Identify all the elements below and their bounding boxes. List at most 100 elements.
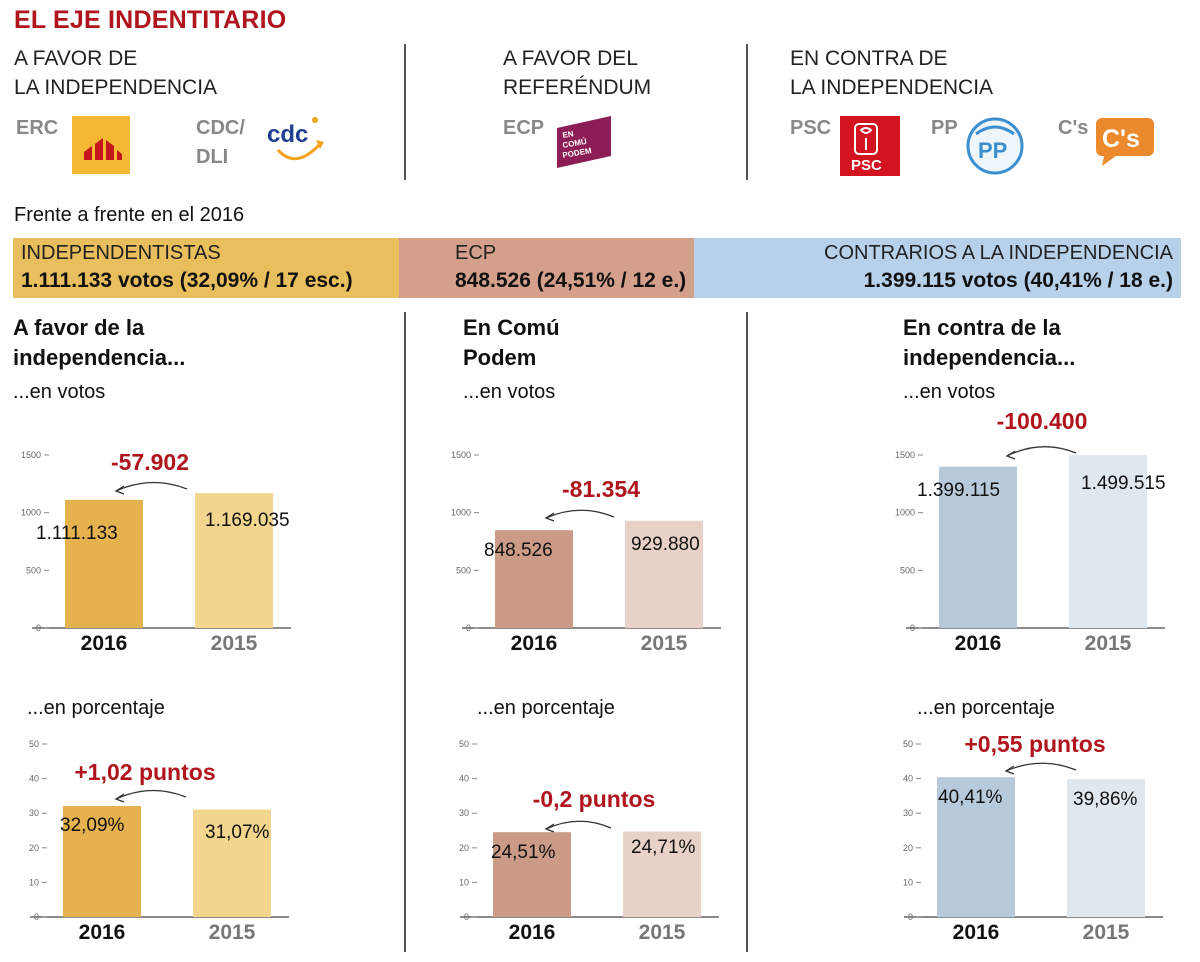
y-tick-label: 10 bbox=[903, 877, 913, 887]
change-arrow bbox=[1005, 762, 1077, 772]
column-header-line2: independencia... bbox=[13, 345, 186, 370]
band-value: 1.111.133 votos (32,09% / 17 esc.) bbox=[21, 269, 353, 292]
data-label: 39,86% bbox=[1073, 789, 1138, 810]
y-tick-label: 10 bbox=[459, 877, 469, 887]
change-annotation: -0,2 puntos bbox=[533, 786, 656, 812]
data-label: 40,41% bbox=[938, 787, 1003, 808]
bar-2016 bbox=[495, 530, 573, 628]
votes-sublabel: ...en votos bbox=[463, 381, 556, 403]
change-arrow-head bbox=[544, 512, 555, 522]
cdc-logo-text: cdc bbox=[267, 121, 308, 148]
group-header-line2: LA INDEPENDENCIA bbox=[14, 76, 218, 99]
change-arrow bbox=[115, 789, 187, 800]
y-tick-label: 0 bbox=[34, 912, 39, 922]
change-arrow bbox=[1006, 446, 1077, 457]
bar-2016 bbox=[65, 499, 143, 628]
y-tick-label: 50 bbox=[29, 739, 39, 749]
party-label-cdc: CDC/ DLI bbox=[196, 114, 245, 172]
votes-sublabel: ...en votos bbox=[13, 381, 106, 403]
y-tick-label: 30 bbox=[459, 808, 469, 818]
y-tick-label: 1500 bbox=[21, 450, 41, 460]
x-tick-label: 2015 bbox=[1085, 632, 1132, 655]
summary-band-ecp: ECP 848.526 (24,51% / 12 e.) bbox=[399, 238, 694, 298]
band-label: CONTRARIOS A LA INDEPENDENCIA bbox=[824, 242, 1173, 264]
y-tick-label: 40 bbox=[29, 774, 39, 784]
votes-sublabel: ...en votos bbox=[903, 381, 996, 403]
erc-logo-icon bbox=[72, 116, 130, 174]
ecp-logo-icon: EN COMÚ PODEM bbox=[557, 116, 611, 168]
column-header-ecp: En Comú Podem bbox=[463, 313, 560, 373]
y-tick-label: 500 bbox=[26, 565, 41, 575]
bar-2016 bbox=[937, 777, 1015, 917]
y-tick-label: 1000 bbox=[21, 508, 41, 518]
data-label: 1.111.133 bbox=[36, 523, 118, 544]
bar-2016 bbox=[493, 832, 571, 917]
data-label: 24,71% bbox=[631, 837, 696, 858]
y-tick-label: 20 bbox=[459, 843, 469, 853]
data-label: 24,51% bbox=[491, 842, 556, 863]
cs-logo-text: C's bbox=[1102, 125, 1140, 153]
x-tick-label: 2016 bbox=[955, 632, 1002, 655]
party-label-pp: PP bbox=[931, 117, 958, 139]
band-value: 1.399.115 votos (40,41% / 18 e.) bbox=[863, 269, 1173, 292]
percent-sublabel: ...en porcentaje bbox=[917, 697, 1055, 719]
psc-logo-text: PSC bbox=[851, 157, 882, 174]
column-header-line1: En Comú bbox=[463, 315, 560, 340]
change-annotation: +1,02 puntos bbox=[74, 759, 215, 785]
group-header-line2: REFERÉNDUM bbox=[503, 76, 652, 99]
y-tick-label: 20 bbox=[29, 843, 39, 853]
bar-2015 bbox=[1069, 455, 1147, 628]
bar-2015 bbox=[1067, 779, 1145, 917]
change-annotation: +0,55 puntos bbox=[964, 731, 1105, 757]
x-tick-label: 2015 bbox=[211, 632, 258, 655]
change-arrow-head bbox=[114, 793, 125, 803]
y-tick-label: 0 bbox=[36, 623, 41, 633]
band-label: ECP bbox=[455, 242, 497, 264]
column-divider bbox=[404, 44, 406, 180]
party-label-cdc-line1: CDC/ bbox=[196, 117, 245, 139]
y-tick-label: 500 bbox=[900, 565, 915, 575]
column-header-line2: Podem bbox=[463, 345, 537, 370]
data-label: 929.880 bbox=[631, 534, 700, 555]
y-tick-label: 40 bbox=[459, 774, 469, 784]
data-label: 1.399.115 bbox=[917, 480, 1000, 501]
bar-2015 bbox=[195, 493, 273, 628]
group-header-line1: A FAVOR DEL bbox=[503, 47, 638, 70]
summary-band-independentistas: INDEPENDENTISTAS 1.111.133 votos (32,09%… bbox=[13, 238, 399, 298]
data-label: 848.526 bbox=[484, 540, 553, 561]
bar-2015 bbox=[623, 831, 701, 917]
x-tick-label: 2015 bbox=[1083, 921, 1130, 944]
change-arrow bbox=[545, 820, 612, 830]
data-label: 31,07% bbox=[205, 822, 270, 843]
group-header-pro-independence: A FAVOR DE LA INDEPENDENCIA bbox=[14, 44, 217, 102]
column-header-pro: A favor de la independencia... bbox=[13, 313, 185, 373]
y-tick-label: 30 bbox=[903, 808, 913, 818]
bar-2015 bbox=[625, 520, 703, 628]
y-tick-label: 1500 bbox=[451, 450, 471, 460]
x-tick-label: 2015 bbox=[641, 632, 688, 655]
group-header-line1: EN CONTRA DE bbox=[790, 47, 948, 70]
group-header-anti-independence: EN CONTRA DE LA INDEPENDENCIA bbox=[790, 44, 993, 102]
y-tick-label: 50 bbox=[459, 739, 469, 749]
x-tick-label: 2016 bbox=[79, 921, 126, 944]
percent-sublabel: ...en porcentaje bbox=[477, 697, 615, 719]
page-title: EL EJE INDENTITARIO bbox=[14, 6, 287, 34]
y-tick-label: 500 bbox=[456, 565, 471, 575]
column-header-line1: En contra de la bbox=[903, 315, 1061, 340]
bar-2016 bbox=[939, 466, 1017, 628]
percent-sublabel: ...en porcentaje bbox=[27, 697, 165, 719]
change-annotation: -100.400 bbox=[997, 408, 1088, 434]
column-divider bbox=[404, 312, 406, 952]
x-tick-label: 2016 bbox=[953, 921, 1000, 944]
x-tick-label: 2015 bbox=[209, 921, 256, 944]
y-tick-label: 30 bbox=[29, 808, 39, 818]
group-header-line2: LA INDEPENDENCIA bbox=[790, 76, 994, 99]
y-tick-label: 1000 bbox=[895, 508, 915, 518]
change-arrow-head bbox=[544, 823, 555, 833]
band-label: INDEPENDENTISTAS bbox=[21, 242, 221, 264]
y-tick-label: 0 bbox=[910, 623, 915, 633]
party-label-erc: ERC bbox=[16, 117, 59, 139]
change-arrow-head bbox=[1004, 765, 1015, 775]
y-tick-label: 0 bbox=[908, 912, 913, 922]
band-value: 848.526 (24,51% / 12 e.) bbox=[455, 269, 687, 292]
